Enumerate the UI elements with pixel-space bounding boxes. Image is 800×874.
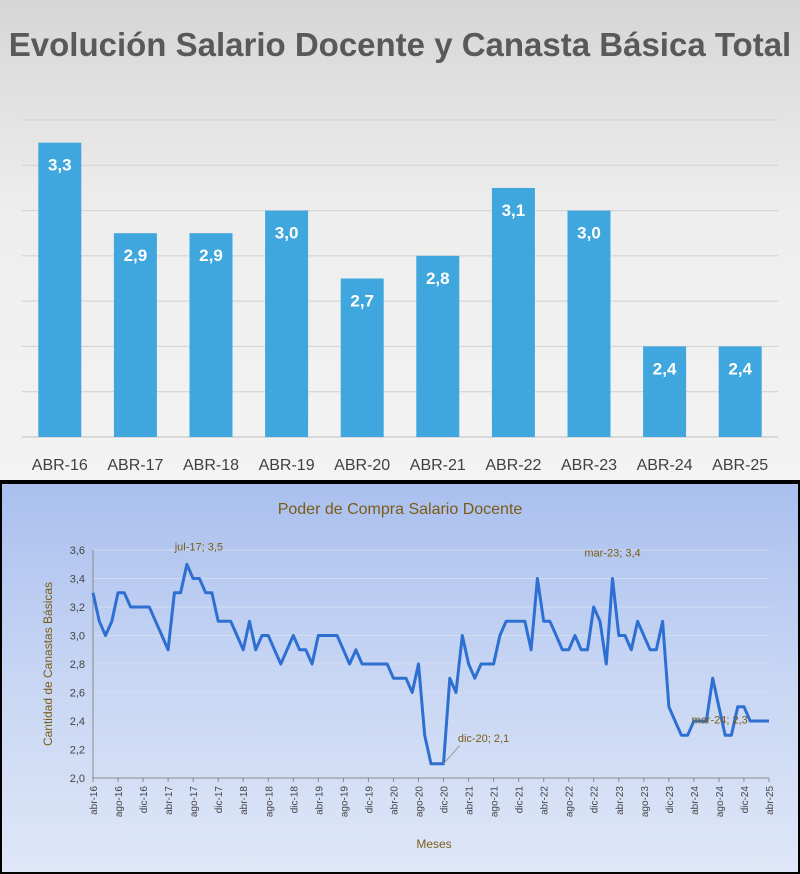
- x-tick-label: abr-25: [765, 786, 776, 815]
- line-chart-title: Poder de Compra Salario Docente: [278, 501, 523, 518]
- bar-category-label: ABR-25: [712, 457, 768, 474]
- x-tick-label: ago-24: [715, 786, 726, 818]
- bar: [113, 233, 157, 437]
- bar-data-label: 2,9: [124, 246, 148, 265]
- bar-data-label: 2,8: [426, 269, 450, 288]
- y-tick-label: 3,0: [70, 631, 85, 643]
- line-chart: Poder de Compra Salario Docente 2,0 2,2 2,4…: [41, 501, 776, 851]
- x-tick-label: dic-21: [515, 786, 526, 814]
- bar: [38, 142, 82, 437]
- x-tick-label: dic-17: [214, 786, 225, 814]
- bar-data-label: 3,0: [577, 224, 601, 243]
- x-tick-label: dic-22: [590, 786, 601, 814]
- y-tick-label: 2,4: [70, 716, 85, 728]
- y-tick-label: 2,8: [70, 659, 85, 671]
- bar-chart: 3,3 ABR-16 2,9 ABR-17 2,9 ABR-18 3,0 ABR-19 2,7 A…: [22, 119, 778, 474]
- y-tick-label: 3,6: [70, 545, 85, 557]
- x-tick-label: ago-22: [565, 786, 576, 818]
- bar: [718, 346, 762, 437]
- x-tick-label: abr-16: [89, 786, 100, 815]
- x-tick-label: ago-23: [640, 786, 651, 818]
- y-tick-label: 2,2: [70, 745, 85, 757]
- y-tick-label: 2,6: [70, 688, 85, 700]
- x-tick-label: dic-18: [289, 786, 300, 814]
- x-tick-label: ago-18: [264, 786, 275, 818]
- x-tick-label: dic-23: [665, 786, 676, 814]
- bar-category-label: ABR-24: [637, 457, 693, 474]
- x-tick-label: abr-17: [164, 786, 175, 815]
- data-annotation: mar-23; 3,4: [584, 548, 640, 560]
- annotation-leader-line: [443, 745, 460, 765]
- bar-category-label: ABR-23: [561, 457, 617, 474]
- bar-chart-title: Evolución Salario Docente y Canasta Bási…: [0, 22, 800, 68]
- bar-data-label: 2,4: [653, 359, 677, 378]
- bar-data-label: 2,7: [350, 292, 374, 311]
- data-annotation: dic-20; 2,1: [458, 733, 509, 745]
- bar-data-label: 2,4: [728, 359, 752, 378]
- bar-category-label: ABR-21: [410, 457, 466, 474]
- x-tick-label: ago-20: [414, 786, 425, 818]
- x-tick-label: abr-19: [314, 786, 325, 815]
- x-tick-label: abr-20: [389, 786, 400, 815]
- bar: [340, 278, 384, 437]
- bar-category-label: ABR-16: [32, 457, 88, 474]
- bar: [491, 187, 535, 437]
- bar-category-label: ABR-18: [183, 457, 239, 474]
- x-tick-label: ago-17: [189, 786, 200, 818]
- bar: [265, 210, 309, 437]
- x-tick-label: abr-24: [690, 786, 701, 815]
- bar: [643, 346, 687, 437]
- x-tick-label: dic-20: [440, 786, 451, 814]
- bar-category-label: ABR-20: [334, 457, 390, 474]
- x-tick-label: dic-16: [139, 786, 150, 814]
- bar-data-label: 3,3: [48, 156, 72, 175]
- bar: [189, 233, 233, 437]
- bar-chart-panel: Evolución Salario Docente y Canasta Bási…: [0, 0, 800, 480]
- data-annotation: mar-24; 2,3: [692, 714, 748, 726]
- bar-chart-title-text: Evolución Salario Docente y Canasta Bási…: [8, 26, 792, 63]
- bar: [567, 210, 611, 437]
- bar-data-label: 3,0: [275, 224, 299, 243]
- x-tick-label: dic-19: [364, 786, 375, 814]
- x-axis-title: Meses: [416, 837, 451, 851]
- bar-data-label: 2,9: [199, 246, 223, 265]
- data-annotation: jul-17; 3,5: [174, 541, 223, 553]
- bar-category-label: ABR-22: [485, 457, 541, 474]
- y-tick-label: 3,4: [70, 574, 85, 586]
- x-tick-label: abr-18: [239, 786, 250, 815]
- bar-category-label: ABR-17: [107, 457, 163, 474]
- series-line: [91, 562, 769, 766]
- y-tick-label: 3,2: [70, 602, 85, 614]
- x-tick-label: abr-22: [540, 786, 551, 815]
- bar-category-label: ABR-19: [259, 457, 315, 474]
- x-tick-label: dic-24: [740, 786, 751, 814]
- x-tick-label: abr-23: [615, 786, 626, 815]
- x-tick-label: ago-16: [114, 786, 125, 818]
- x-tick-label: ago-21: [490, 786, 501, 818]
- x-tick-label: ago-19: [339, 786, 350, 818]
- y-axis-title: Cantidad de Canastas Básicas: [41, 582, 55, 746]
- bar: [416, 255, 460, 437]
- y-tick-label: 2,0: [70, 773, 85, 785]
- bar-data-label: 3,1: [502, 201, 526, 220]
- x-tick-label: abr-21: [465, 786, 476, 815]
- line-chart-panel: Poder de Compra Salario Docente 2,0 2,2 2,4…: [2, 484, 798, 872]
